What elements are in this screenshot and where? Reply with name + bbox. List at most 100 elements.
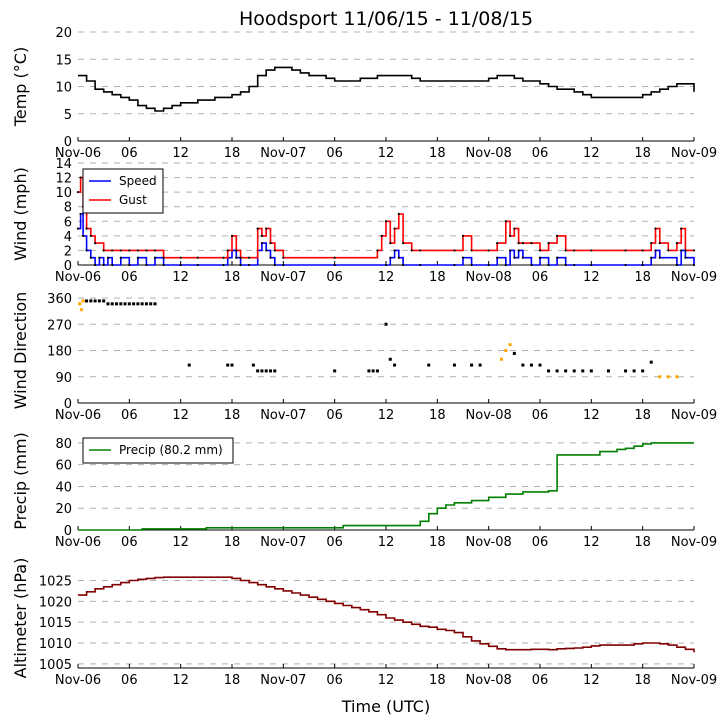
xtick-label-temp: 18 [634, 146, 651, 161]
winddir-point [144, 302, 148, 306]
wind-point [153, 256, 157, 259]
wind-point [265, 227, 268, 230]
panel-precip: 0 20 40 60 80 Nov-06 06 12 18 Nov-07 06 12 18 Nov-08 0… [11, 432, 717, 550]
wind-point [85, 249, 88, 252]
panel-temp: 0 5 10 15 20 Nov-06 06 12 18 Nov-07 06 12 18 Nov-08 06… [11, 26, 717, 161]
wind-point [521, 256, 524, 259]
winddir-point [606, 369, 610, 373]
winddir-point [589, 369, 593, 373]
wind-point [265, 249, 268, 252]
wind-point [504, 263, 507, 267]
wind-point [513, 256, 516, 259]
wind-point [282, 256, 285, 259]
ylabel-temp: Temp (°C) [11, 47, 30, 127]
legend-entry: Speed [119, 174, 157, 188]
ytick-label-altimeter: 1020 [39, 595, 72, 610]
xtick-label-temp: 12 [378, 146, 395, 161]
winddir-point [375, 369, 379, 373]
xtick-label-winddir: Nov-07 [260, 408, 306, 423]
xtick-label-winddir: 06 [532, 408, 549, 423]
winddir-point [85, 299, 89, 303]
xtick-label-winddir: Nov-08 [466, 408, 512, 423]
wind-point [692, 263, 696, 267]
winddir-point [632, 369, 636, 373]
xtick-label-precip: Nov-06 [55, 535, 101, 550]
winddir-point [187, 363, 191, 367]
wind-point [470, 249, 473, 252]
xtick-label-winddir: 18 [634, 408, 651, 423]
wind-point [239, 263, 242, 267]
wind-point [487, 263, 490, 267]
wind-point [98, 256, 101, 259]
ytick-label-wind: 0 [64, 259, 72, 274]
ytick-label-wind: 8 [64, 201, 72, 216]
wind-point [94, 242, 97, 245]
winddir-point [641, 369, 645, 373]
xtick-label-temp: 18 [224, 146, 241, 161]
xtick-label-wind: 18 [224, 270, 241, 285]
wind-point [402, 242, 405, 245]
ytick-label-altimeter: 1025 [39, 575, 72, 590]
winddir-point [393, 363, 397, 367]
ytick-label-temp: 15 [55, 53, 72, 68]
ytick-label-wind: 6 [64, 215, 72, 230]
winddir-point [367, 369, 371, 373]
winddir-point [508, 343, 512, 347]
wind-point [453, 249, 456, 252]
ytick-label-temp: 5 [64, 108, 72, 123]
ytick-label-wind: 2 [64, 244, 72, 259]
xtick-label-precip: 12 [378, 535, 395, 550]
winddir-point [123, 302, 127, 306]
wind-point [248, 263, 251, 267]
wind-point [196, 263, 199, 267]
xtick-label-altimeter: 12 [583, 673, 600, 688]
ytick-label-precip: 40 [55, 480, 72, 495]
ytick-label-altimeter: 1005 [39, 658, 72, 673]
winddir-point [478, 363, 482, 367]
wind-point [269, 242, 272, 245]
xtick-label-altimeter: 06 [326, 673, 343, 688]
wind-point [384, 220, 388, 223]
ytick-label-precip: 60 [55, 459, 72, 474]
ytick-label-altimeter: 1010 [39, 637, 72, 652]
panel-altimeter: 1005 1010 1015 1020 1025 Nov-06 06 12 18 Nov-07 06… [11, 558, 717, 688]
winddir-point [132, 302, 136, 306]
wind-point [260, 242, 264, 245]
ytick-label-winddir: 180 [47, 345, 72, 360]
wind-point [389, 242, 392, 245]
xtick-label-temp: 06 [121, 146, 138, 161]
wind-point [641, 249, 644, 252]
xtick-label-winddir: 12 [172, 408, 189, 423]
xtick-label-wind: 06 [532, 270, 549, 285]
winddir-point [102, 299, 106, 303]
wind-point [393, 249, 396, 252]
wind-point [333, 263, 336, 267]
winddir-point [624, 369, 628, 373]
xtick-label-precip: 06 [121, 535, 138, 550]
xtick-label-winddir: 18 [224, 408, 241, 423]
xtick-label-altimeter: Nov-08 [466, 673, 512, 688]
legend-precip: Precip (80.2 mm) [82, 437, 234, 464]
wind-point [179, 263, 182, 267]
winddir-point [106, 302, 110, 306]
xtick-label-altimeter: Nov-09 [671, 673, 717, 688]
winddir-point [675, 375, 679, 379]
legend-entry: Precip (80.2 mm) [119, 443, 223, 457]
wind-point [235, 256, 238, 259]
winddir-point [115, 302, 118, 306]
xtick-label-altimeter: 06 [532, 673, 549, 688]
xtick-label-temp: 18 [429, 146, 446, 161]
wind-point [397, 212, 400, 216]
legend-box [82, 168, 164, 214]
series-line-temp [78, 66, 695, 112]
wind-point [530, 263, 533, 267]
winddir-point [97, 299, 101, 303]
winddir-point [521, 363, 525, 367]
wind-point [384, 263, 388, 267]
wind-point [590, 249, 593, 252]
wind-point [692, 249, 696, 252]
winddir-point [658, 375, 662, 379]
wind-point [89, 256, 92, 259]
xtick-label-altimeter: 18 [429, 673, 446, 688]
